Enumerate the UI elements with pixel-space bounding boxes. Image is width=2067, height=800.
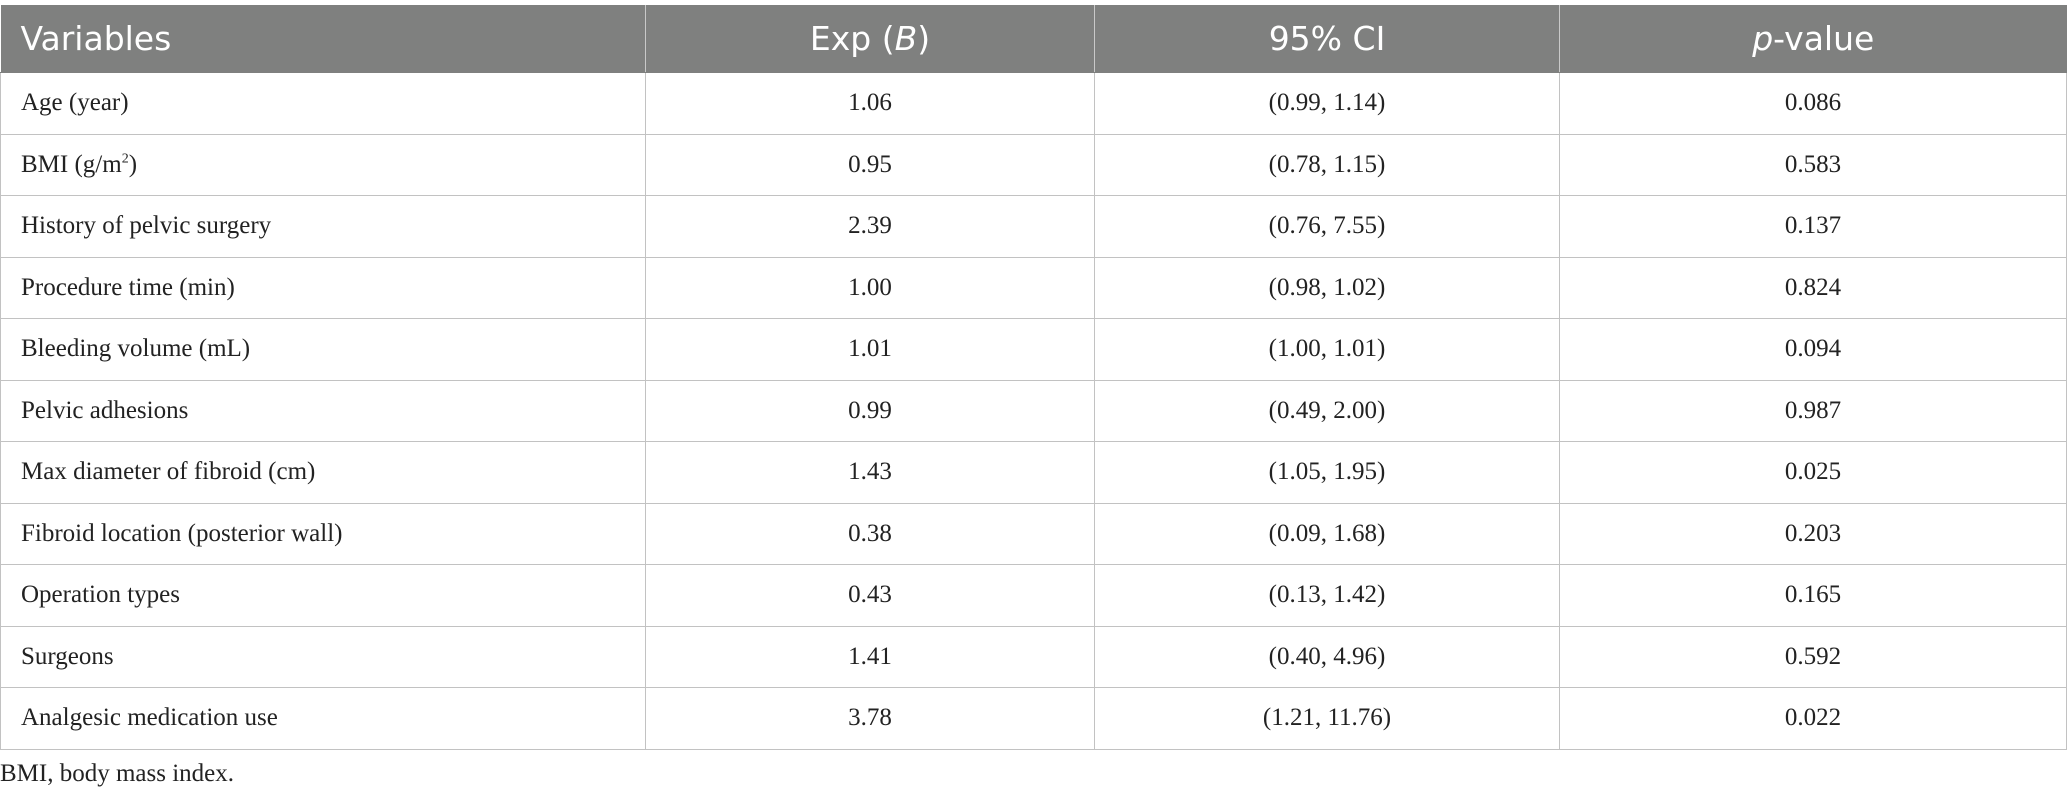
regression-table-container: Variables Exp (B) 95% CI p-value Age (ye… [0,5,2067,750]
cell-variable: Operation types [0,564,646,627]
table-row: Surgeons 1.41 (0.40, 4.96) 0.592 [0,626,2067,688]
cell-variable: Bleeding volume (mL) [0,318,646,381]
cell-p-value: 0.203 [1559,503,2067,565]
cell-exp-b: 0.38 [645,503,1095,565]
cell-variable: Procedure time (min) [0,257,646,319]
table-row: Age (year) 1.06 (0.99, 1.14) 0.086 [0,72,2067,135]
header-p-rest: -value [1773,19,1875,58]
cell-p-value: 0.824 [1559,257,2067,319]
table-row: Operation types 0.43 (0.13, 1.42) 0.165 [0,564,2067,627]
cell-ci: (0.49, 2.00) [1094,380,1560,442]
cell-ci: (0.40, 4.96) [1094,626,1560,688]
cell-variable: Fibroid location (posterior wall) [0,503,646,565]
table-row: BMI (g/m2) 0.95 (0.78, 1.15) 0.583 [0,134,2067,196]
cell-ci: (1.05, 1.95) [1094,441,1560,504]
cell-p-value: 0.165 [1559,564,2067,627]
cell-p-value: 0.583 [1559,134,2067,196]
cell-ci: (0.99, 1.14) [1094,72,1560,135]
cell-p-value: 0.086 [1559,72,2067,135]
cell-ci: (1.21, 11.76) [1094,687,1560,750]
cell-ci: (1.00, 1.01) [1094,318,1560,381]
cell-exp-b: 1.06 [645,72,1095,135]
header-exp-b-var: B [894,19,918,58]
header-ci: 95% CI [1094,5,1560,73]
header-variables: Variables [0,5,646,73]
cell-exp-b: 1.43 [645,441,1095,504]
cell-exp-b: 1.01 [645,318,1095,381]
table-footnote: BMI, body mass index. [0,760,235,787]
cell-variable: Analgesic medication use [0,687,646,750]
cell-exp-b: 1.00 [645,257,1095,319]
cell-exp-b: 0.43 [645,564,1095,627]
cell-p-value: 0.137 [1559,195,2067,258]
cell-variable: Age (year) [0,72,646,135]
cell-p-value: 0.094 [1559,318,2067,381]
cell-p-value: 0.025 [1559,441,2067,504]
table-body: Age (year) 1.06 (0.99, 1.14) 0.086 BMI (… [0,72,2067,750]
table-row: Procedure time (min) 1.00 (0.98, 1.02) 0… [0,257,2067,319]
table-row: History of pelvic surgery 2.39 (0.76, 7.… [0,195,2067,258]
cell-ci: (0.09, 1.68) [1094,503,1560,565]
cell-p-value: 0.022 [1559,687,2067,750]
cell-variable: BMI (g/m2) [0,134,646,196]
header-exp-b-suffix: ) [917,19,931,58]
cell-variable-suffix: ) [128,150,138,178]
table-row: Max diameter of fibroid (cm) 1.43 (1.05,… [0,441,2067,504]
header-p-value: p-value [1559,5,2067,73]
header-row: Variables Exp (B) 95% CI p-value [0,5,2067,73]
table-header: Variables Exp (B) 95% CI p-value [0,5,2067,73]
cell-p-value: 0.592 [1559,626,2067,688]
cell-variable: History of pelvic surgery [0,195,646,258]
cell-exp-b: 0.95 [645,134,1095,196]
table-row: Analgesic medication use 3.78 (1.21, 11.… [0,687,2067,750]
cell-variable: Surgeons [0,626,646,688]
cell-ci: (0.13, 1.42) [1094,564,1560,627]
cell-variable: Max diameter of fibroid (cm) [0,441,646,504]
table-row: Pelvic adhesions 0.99 (0.49, 2.00) 0.987 [0,380,2067,442]
cell-exp-b: 2.39 [645,195,1095,258]
table-row: Fibroid location (posterior wall) 0.38 (… [0,503,2067,565]
cell-exp-b: 3.78 [645,687,1095,750]
header-exp-b-prefix: Exp ( [809,19,895,58]
cell-exp-b: 1.41 [645,626,1095,688]
cell-exp-b: 0.99 [645,380,1095,442]
cell-variable: Pelvic adhesions [0,380,646,442]
header-exp-b: Exp (B) [645,5,1095,73]
cell-ci: (0.98, 1.02) [1094,257,1560,319]
table-row: Bleeding volume (mL) 1.01 (1.00, 1.01) 0… [0,318,2067,381]
cell-ci: (0.76, 7.55) [1094,195,1560,258]
regression-table: Variables Exp (B) 95% CI p-value Age (ye… [0,5,2067,750]
cell-ci: (0.78, 1.15) [1094,134,1560,196]
cell-p-value: 0.987 [1559,380,2067,442]
header-p-italic: p [1752,19,1774,58]
cell-variable-superscript: 2 [121,151,129,167]
cell-variable-prefix: BMI (g/m [21,150,122,178]
